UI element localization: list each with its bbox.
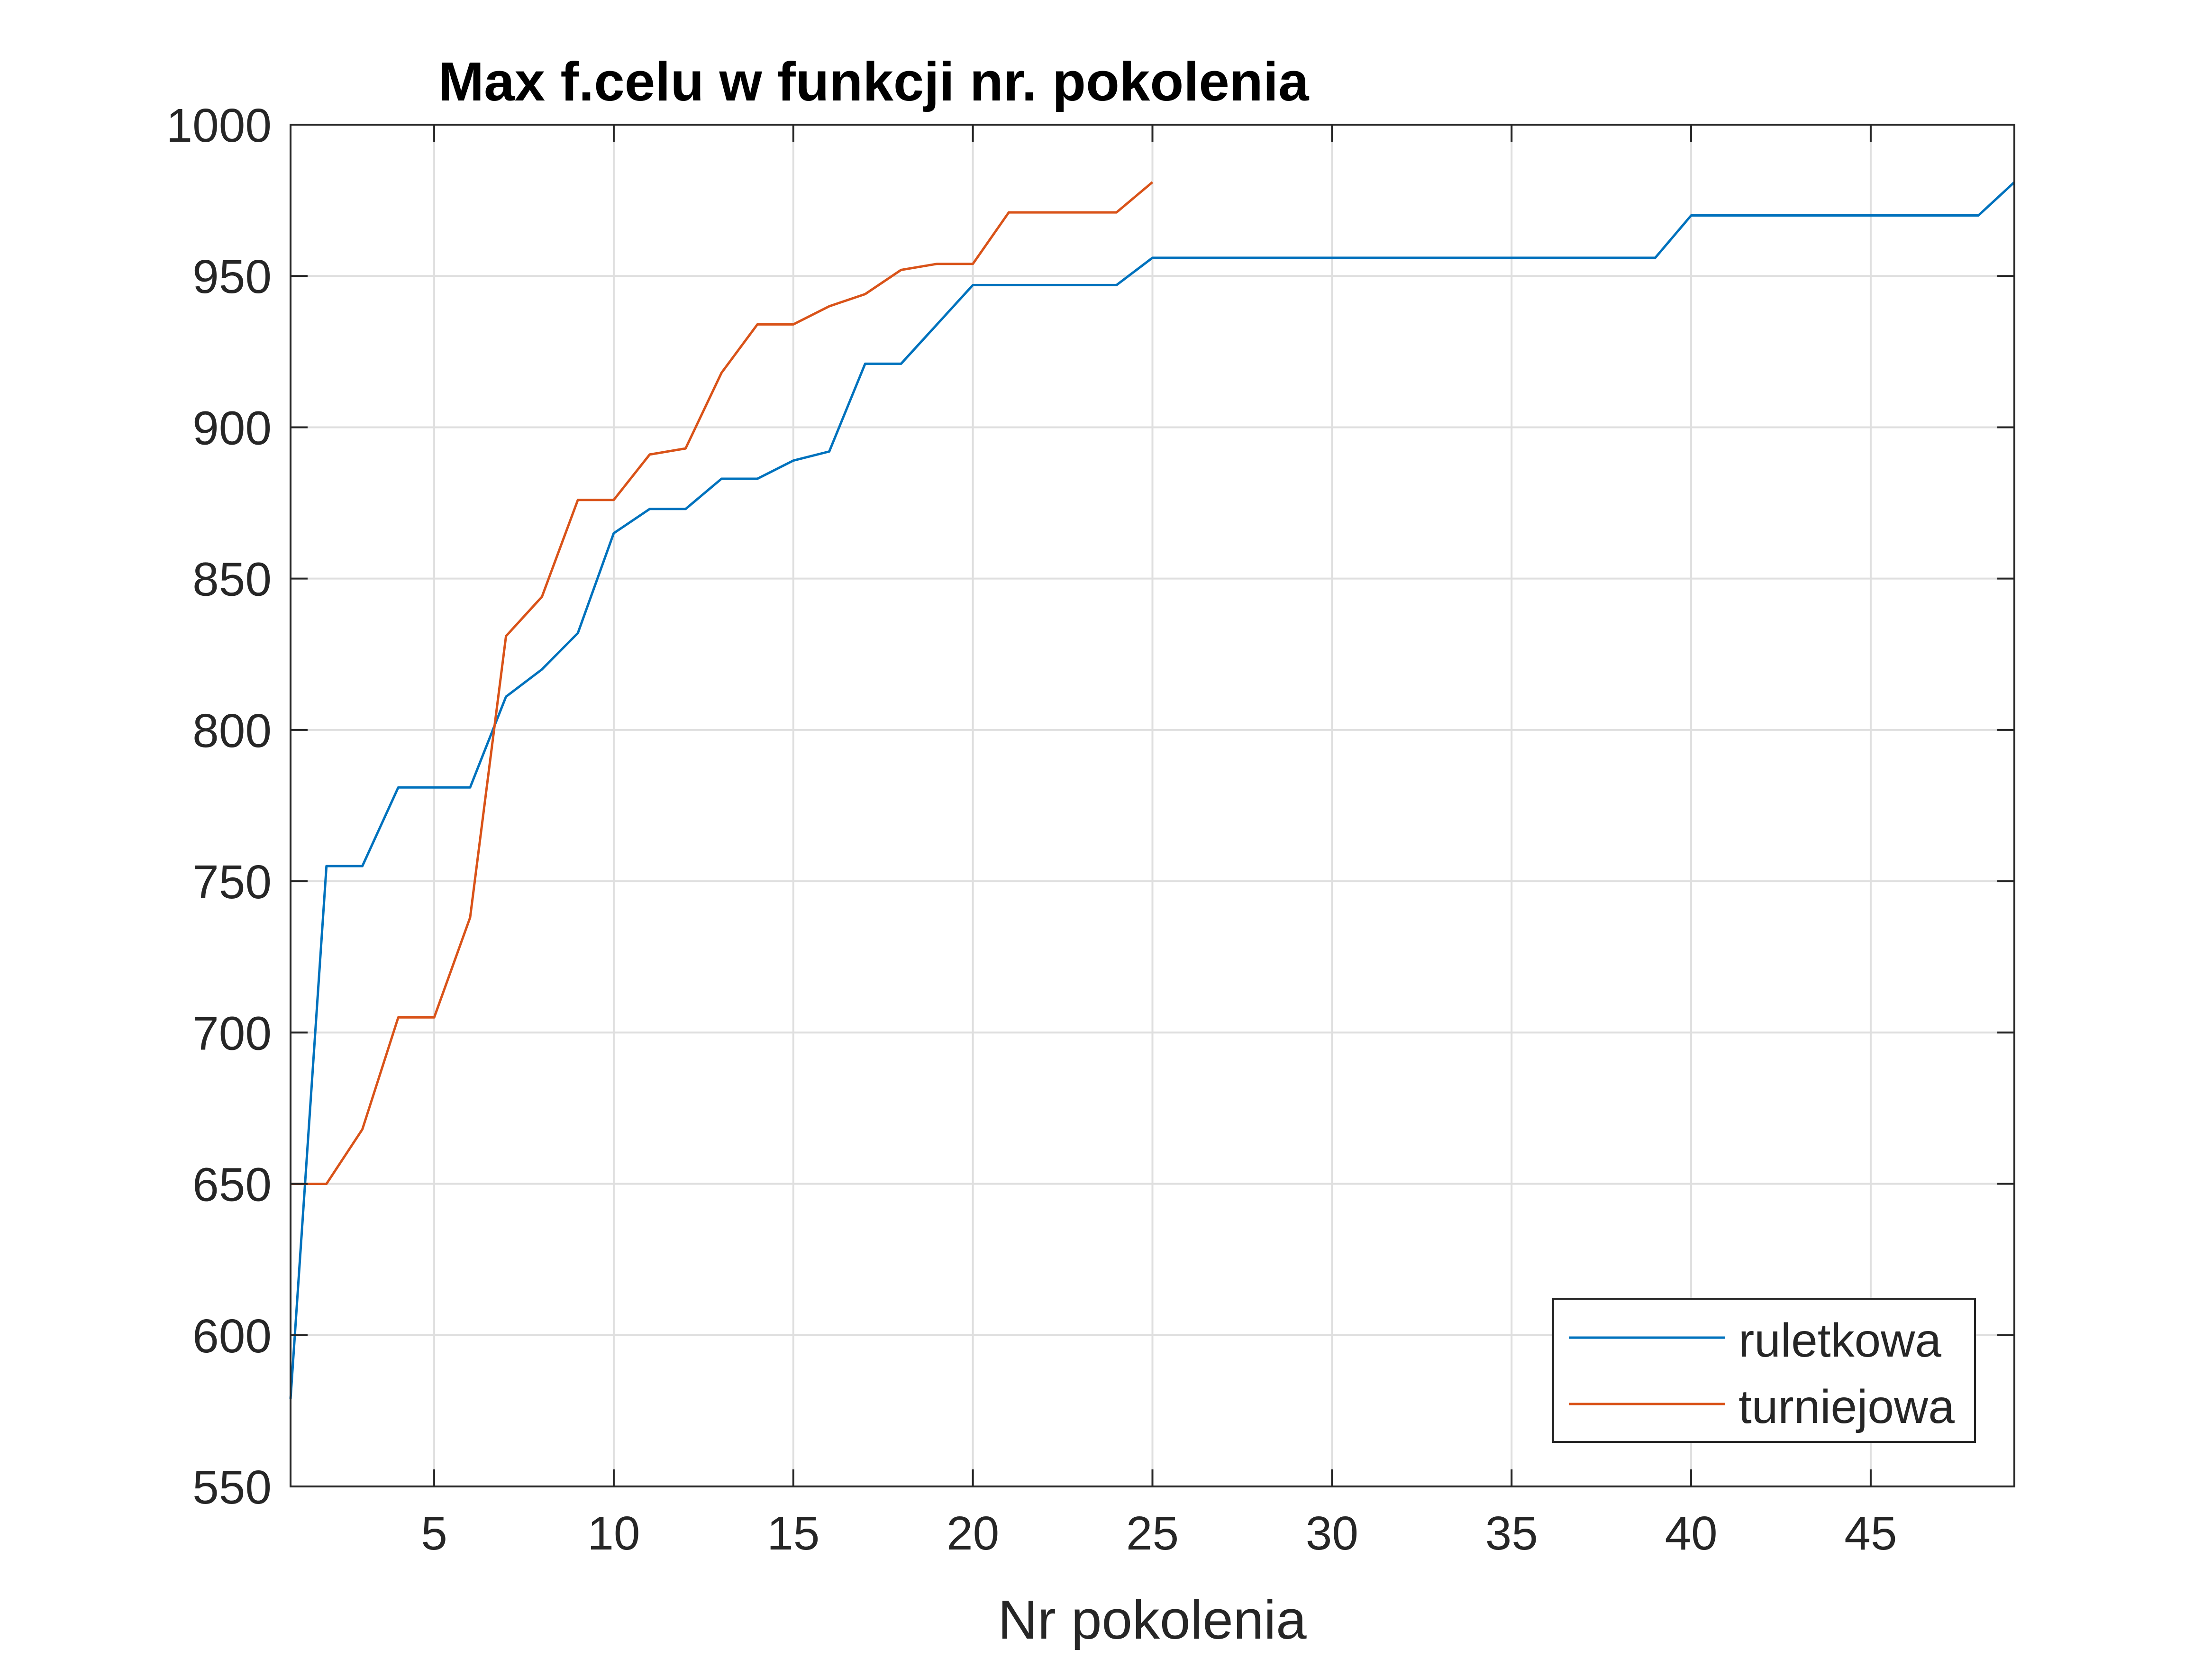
y-tick-label: 750: [192, 856, 272, 909]
x-tick-label: 45: [1844, 1507, 1897, 1560]
legend-label-ruletkowa: ruletkowa: [1739, 1314, 1941, 1367]
chart-title: Max f.celu w funkcji nr. pokolenia: [438, 51, 1310, 112]
y-tick-label: 550: [192, 1461, 272, 1514]
series-line-turniejowa: [291, 181, 1154, 1185]
tick-labels: 5 10 15 20 25 30 35 40 45 550 600 650 700 750 800 850 90…: [166, 99, 1897, 1560]
y-tick-label: 1000: [166, 99, 272, 152]
x-tick-label: 30: [1306, 1507, 1358, 1560]
y-tick-label: 950: [192, 250, 272, 303]
x-tick-label: 35: [1485, 1507, 1538, 1560]
y-tick-label: 650: [192, 1158, 272, 1212]
ticks: [291, 124, 2014, 1487]
y-tick-label: 900: [192, 401, 272, 455]
x-tick-label: 10: [587, 1507, 640, 1560]
x-tick-label: 25: [1126, 1507, 1179, 1560]
legend[interactable]: ruletkowa turniejowa: [1552, 1298, 1976, 1443]
legend-label-turniejowa: turniejowa: [1739, 1380, 1955, 1433]
series-layer: [289, 181, 2015, 1399]
x-axis-label: Nr pokolenia: [998, 1589, 1307, 1650]
x-tick-label: 20: [947, 1507, 999, 1560]
legend-box: [1552, 1298, 1976, 1443]
x-tick-label: 5: [421, 1507, 447, 1560]
grid: [291, 125, 2014, 1486]
y-tick-label: 850: [192, 553, 272, 606]
y-tick-label: 800: [192, 704, 272, 757]
y-tick-label: 600: [192, 1310, 272, 1363]
series-line-ruletkowa: [289, 181, 2015, 1399]
x-tick-label: 15: [767, 1507, 819, 1560]
x-tick-label: 40: [1665, 1507, 1717, 1560]
y-tick-label: 700: [192, 1007, 272, 1060]
